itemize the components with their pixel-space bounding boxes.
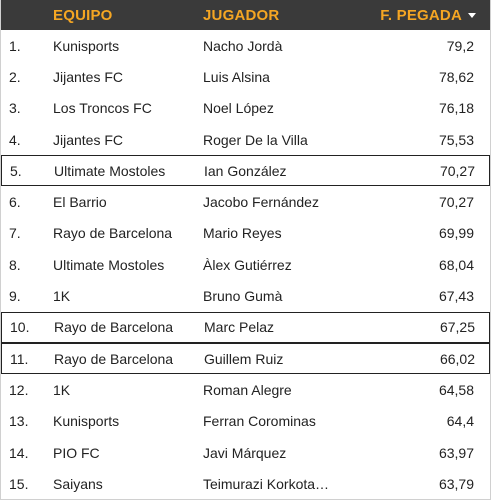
table-row: 5. Ultimate Mostoles Ian González 70,27 xyxy=(1,155,490,187)
table-row: 14. PIO FC Javi Márquez 63,97 xyxy=(1,437,490,468)
value-cell: 63,79 xyxy=(438,475,474,492)
rank-cell: 1. xyxy=(9,37,21,54)
table-row: 15. Saiyans Teimurazi Korkota… 63,79 xyxy=(1,468,490,499)
rank-cell: 13. xyxy=(9,413,29,430)
player-cell: Nacho Jordà xyxy=(203,37,283,54)
rank-cell: 8. xyxy=(9,256,21,273)
table-row: 3. Los Troncos FC Noel López 76,18 xyxy=(1,93,490,124)
value-cell: 66,02 xyxy=(439,350,475,367)
value-cell: 69,99 xyxy=(438,225,474,242)
team-cell: Ultimate Mostoles xyxy=(54,162,166,179)
value-column-header[interactable]: F. PEGADA xyxy=(378,7,482,24)
value-cell: 79,2 xyxy=(446,37,474,54)
team-cell: Jijantes FC xyxy=(53,68,124,85)
team-cell: Rayo de Barcelona xyxy=(54,319,174,336)
player-cell: Àlex Gutiérrez xyxy=(203,256,292,273)
team-cell: Kunisports xyxy=(53,413,120,430)
team-cell: 1K xyxy=(53,381,71,398)
team-cell: Rayo de Barcelona xyxy=(54,350,174,367)
value-cell: 64,58 xyxy=(438,381,474,398)
team-cell: El Barrio xyxy=(53,194,107,211)
rank-cell: 2. xyxy=(9,68,21,85)
table-row: 4. Jijantes FC Roger De la Villa 75,53 xyxy=(1,124,490,155)
rank-cell: 11. xyxy=(10,350,29,367)
value-cell: 68,04 xyxy=(438,256,474,273)
value-cell: 75,53 xyxy=(438,131,474,148)
player-cell: Ferran Corominas xyxy=(203,413,316,430)
rank-cell: 9. xyxy=(9,288,21,305)
table-body: 1. Kunisports Nacho Jordà 79,2 2. Jijant… xyxy=(1,30,490,499)
table-row: 12. 1K Roman Alegre 64,58 xyxy=(1,374,490,405)
value-column-label: F. PEGADA xyxy=(380,6,462,24)
player-cell: Guillem Ruiz xyxy=(204,350,284,367)
team-column-header[interactable]: EQUIPO xyxy=(53,6,113,24)
table-row: 7. Rayo de Barcelona Mario Reyes 69,99 xyxy=(1,218,490,249)
team-cell: Ultimate Mostoles xyxy=(53,256,165,273)
player-cell: Jacobo Fernández xyxy=(203,194,319,211)
player-cell: Ian González xyxy=(204,162,287,179)
team-cell: Rayo de Barcelona xyxy=(53,225,173,242)
value-cell: 76,18 xyxy=(438,100,474,117)
player-cell: Teimurazi Korkota… xyxy=(203,475,330,492)
value-cell: 63,97 xyxy=(438,444,474,461)
rank-cell: 15. xyxy=(9,475,29,492)
team-cell: Los Troncos FC xyxy=(53,100,152,117)
value-cell: 67,25 xyxy=(439,319,475,336)
rank-cell: 5. xyxy=(10,162,22,179)
player-cell: Roman Alegre xyxy=(203,381,292,398)
value-cell: 78,62 xyxy=(438,68,474,85)
player-cell: Mario Reyes xyxy=(203,225,282,242)
table-row: 6. El Barrio Jacobo Fernández 70,27 xyxy=(1,186,490,217)
team-cell: Kunisports xyxy=(53,37,120,54)
value-cell: 67,43 xyxy=(438,288,474,305)
player-column-header[interactable]: JUGADOR xyxy=(203,6,280,24)
rank-cell: 4. xyxy=(9,131,21,148)
rank-cell: 7. xyxy=(9,225,21,242)
table-row: 9. 1K Bruno Gumà 67,43 xyxy=(1,280,490,311)
sort-desc-icon[interactable] xyxy=(468,12,476,18)
table-row: 10. Rayo de Barcelona Marc Pelaz 67,25 xyxy=(1,311,490,343)
table-row: 13. Kunisports Ferran Corominas 64,4 xyxy=(1,406,490,437)
player-cell: Marc Pelaz xyxy=(204,319,275,336)
team-cell: Jijantes FC xyxy=(53,131,124,148)
team-cell: PIO FC xyxy=(53,444,100,461)
rank-cell: 12. xyxy=(9,381,29,398)
rank-cell: 3. xyxy=(9,100,21,117)
table-header: EQUIPO JUGADOR F. PEGADA xyxy=(1,0,490,30)
rank-cell: 10. xyxy=(10,319,30,336)
rank-cell: 14. xyxy=(9,444,29,461)
player-cell: Noel López xyxy=(203,100,274,117)
table-row: 2. Jijantes FC Luis Alsina 78,62 xyxy=(1,61,490,92)
team-cell: 1K xyxy=(53,288,71,305)
player-cell: Roger De la Villa xyxy=(203,131,308,148)
player-cell: Luis Alsina xyxy=(203,68,270,85)
value-cell: 70,27 xyxy=(439,162,475,179)
table-row: 11. Rayo de Barcelona Guillem Ruiz 66,02 xyxy=(1,342,490,375)
player-cell: Bruno Gumà xyxy=(203,288,283,305)
rank-cell: 6. xyxy=(9,194,21,211)
value-cell: 64,4 xyxy=(446,413,474,430)
team-cell: Saiyans xyxy=(53,475,103,492)
table-row: 1. Kunisports Nacho Jordà 79,2 xyxy=(1,30,490,61)
value-cell: 70,27 xyxy=(438,194,474,211)
player-cell: Javi Márquez xyxy=(203,444,287,461)
table-row: 8. Ultimate Mostoles Àlex Gutiérrez 68,0… xyxy=(1,249,490,280)
